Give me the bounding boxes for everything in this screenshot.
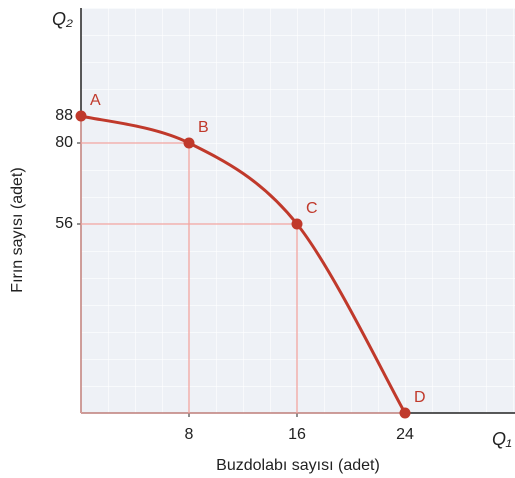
y-axis-symbol: Q₂ <box>52 9 73 29</box>
x-tick-label: 8 <box>185 426 194 443</box>
point-label: C <box>306 200 318 217</box>
y-tick-label: 56 <box>55 215 73 232</box>
x-tick-label: 16 <box>288 426 306 443</box>
point-label: B <box>198 119 209 136</box>
point <box>291 218 303 230</box>
point <box>75 110 87 122</box>
point <box>399 407 411 419</box>
y-tick-label: 88 <box>55 107 73 124</box>
x-axis-symbol: Q₁ <box>492 429 512 449</box>
point-label: D <box>414 389 426 406</box>
x-axis-label: Buzdolabı sayısı (adet) <box>216 457 380 474</box>
curve <box>80 114 407 414</box>
plot-area <box>81 8 515 413</box>
y-tick-label: 80 <box>55 134 73 151</box>
x-tick-label: 24 <box>396 426 414 443</box>
point <box>183 137 195 149</box>
y-axis-label: Fırın sayısı (adet) <box>9 167 26 292</box>
point-label: A <box>90 92 101 109</box>
